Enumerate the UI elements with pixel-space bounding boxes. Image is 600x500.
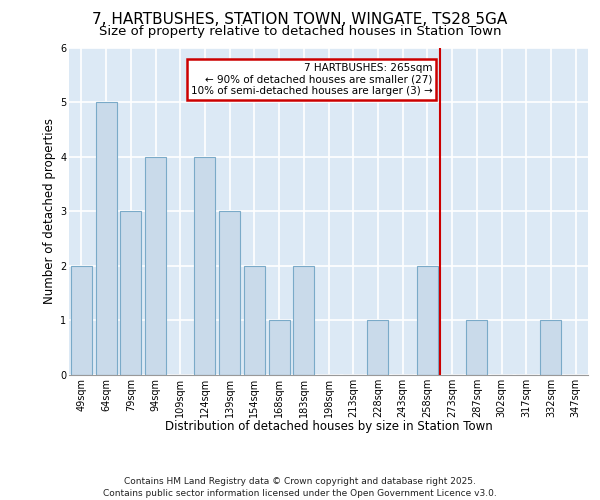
Y-axis label: Number of detached properties: Number of detached properties [43, 118, 56, 304]
Text: Contains HM Land Registry data © Crown copyright and database right 2025.
Contai: Contains HM Land Registry data © Crown c… [103, 476, 497, 498]
Text: 7, HARTBUSHES, STATION TOWN, WINGATE, TS28 5GA: 7, HARTBUSHES, STATION TOWN, WINGATE, TS… [92, 12, 508, 28]
Bar [71, 266, 92, 375]
Text: 7 HARTBUSHES: 265sqm
← 90% of detached houses are smaller (27)
10% of semi-detac: 7 HARTBUSHES: 265sqm ← 90% of detached h… [191, 63, 432, 96]
Text: Size of property relative to detached houses in Station Town: Size of property relative to detached ho… [99, 25, 501, 38]
X-axis label: Distribution of detached houses by size in Station Town: Distribution of detached houses by size … [164, 420, 493, 433]
Bar [417, 266, 438, 375]
Bar [541, 320, 562, 375]
Bar [219, 211, 240, 375]
Bar [244, 266, 265, 375]
Bar [466, 320, 487, 375]
Bar [367, 320, 388, 375]
Bar [269, 320, 290, 375]
Bar [145, 156, 166, 375]
Bar [95, 102, 116, 375]
Bar [120, 211, 141, 375]
Bar [293, 266, 314, 375]
Bar [194, 156, 215, 375]
